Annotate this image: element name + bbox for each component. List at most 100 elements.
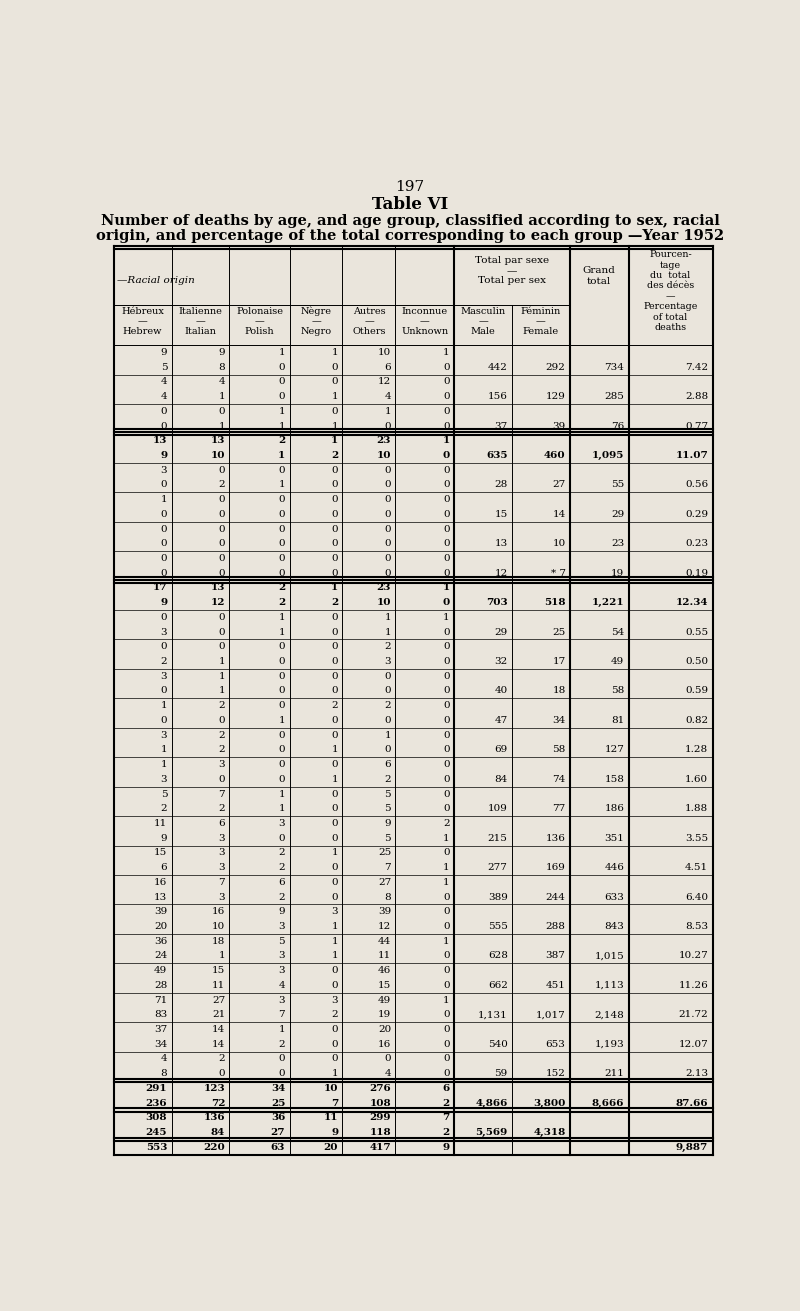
Text: 2: 2 [331, 451, 338, 460]
Text: 0: 0 [218, 510, 225, 519]
Text: 0: 0 [331, 981, 338, 990]
Text: 0: 0 [385, 716, 391, 725]
Text: 11: 11 [378, 952, 391, 961]
Text: 0: 0 [443, 966, 450, 975]
Text: 1.28: 1.28 [685, 746, 708, 754]
Text: 9: 9 [442, 1143, 450, 1152]
Text: 14: 14 [552, 510, 566, 519]
Text: —: — [420, 317, 430, 326]
Text: 3: 3 [331, 995, 338, 1004]
Text: 12.34: 12.34 [676, 598, 708, 607]
Text: 1,193: 1,193 [594, 1040, 624, 1049]
Text: 9: 9 [160, 598, 167, 607]
Text: 18: 18 [212, 937, 225, 945]
Text: 9,887: 9,887 [676, 1143, 708, 1152]
Text: 0.19: 0.19 [685, 569, 708, 578]
Text: 0: 0 [218, 524, 225, 534]
Text: 635: 635 [486, 451, 508, 460]
Text: 13: 13 [494, 539, 508, 548]
Text: 12.07: 12.07 [678, 1040, 708, 1049]
Text: Total par sexe: Total par sexe [475, 256, 549, 265]
Text: 291: 291 [146, 1084, 167, 1093]
Text: 2: 2 [331, 1011, 338, 1020]
Text: 1: 1 [331, 952, 338, 961]
Text: 2.13: 2.13 [685, 1070, 708, 1078]
Text: Polonaise: Polonaise [236, 307, 283, 316]
Text: 633: 633 [604, 893, 624, 902]
Text: 13: 13 [210, 437, 225, 446]
Text: 58: 58 [611, 687, 624, 696]
Text: * 7: * 7 [550, 569, 566, 578]
Text: 0: 0 [218, 465, 225, 475]
Text: 0: 0 [278, 1054, 285, 1063]
Text: 4: 4 [385, 1070, 391, 1078]
Text: 662: 662 [488, 981, 508, 990]
Text: 0: 0 [443, 701, 450, 711]
Text: Male: Male [470, 326, 495, 336]
Text: 23: 23 [377, 437, 391, 446]
Text: 19: 19 [611, 569, 624, 578]
Text: 40: 40 [494, 687, 508, 696]
Text: 288: 288 [546, 922, 566, 931]
Text: 2,148: 2,148 [594, 1011, 624, 1020]
Text: 5: 5 [385, 789, 391, 798]
Text: 0: 0 [385, 465, 391, 475]
Text: 0: 0 [443, 760, 450, 770]
Text: 7: 7 [218, 878, 225, 886]
Text: 0: 0 [385, 496, 391, 505]
Text: 63: 63 [270, 1143, 285, 1152]
Text: 0: 0 [443, 804, 450, 813]
Text: 0: 0 [443, 1011, 450, 1020]
Text: 0: 0 [331, 569, 338, 578]
Text: 4: 4 [161, 378, 167, 387]
Text: 0: 0 [331, 465, 338, 475]
Text: 28: 28 [494, 480, 508, 489]
Text: 1: 1 [331, 775, 338, 784]
Text: —: — [536, 317, 546, 326]
Text: 0: 0 [331, 730, 338, 739]
Text: 0: 0 [161, 569, 167, 578]
Text: 1,017: 1,017 [536, 1011, 566, 1020]
Text: 11.26: 11.26 [678, 981, 708, 990]
Text: 3: 3 [385, 657, 391, 666]
Text: 417: 417 [370, 1143, 391, 1152]
Text: 21: 21 [212, 1011, 225, 1020]
Text: 4.51: 4.51 [685, 863, 708, 872]
Text: 0: 0 [331, 1025, 338, 1034]
Text: 6: 6 [385, 363, 391, 371]
Text: 21.72: 21.72 [678, 1011, 708, 1020]
Text: 1: 1 [385, 406, 391, 416]
Text: 0: 0 [218, 539, 225, 548]
Text: 1: 1 [443, 834, 450, 843]
Text: 0: 0 [331, 510, 338, 519]
Text: 0: 0 [443, 789, 450, 798]
Text: 2: 2 [161, 657, 167, 666]
Text: 11.07: 11.07 [675, 451, 708, 460]
Text: 16: 16 [378, 1040, 391, 1049]
Text: 3: 3 [278, 966, 285, 975]
Text: 6: 6 [161, 863, 167, 872]
Text: 0: 0 [385, 539, 391, 548]
Text: 0: 0 [443, 952, 450, 961]
Text: 2: 2 [442, 1127, 450, 1137]
Text: —: — [138, 317, 147, 326]
Text: 4,866: 4,866 [475, 1099, 508, 1108]
Text: 1: 1 [161, 496, 167, 505]
Text: 5: 5 [278, 937, 285, 945]
Text: 1: 1 [278, 628, 285, 637]
Text: 10.27: 10.27 [678, 952, 708, 961]
Text: 215: 215 [488, 834, 508, 843]
Text: 2: 2 [443, 819, 450, 829]
Text: 0: 0 [443, 569, 450, 578]
Text: 7: 7 [278, 1011, 285, 1020]
Text: 0: 0 [331, 378, 338, 387]
Text: 292: 292 [546, 363, 566, 371]
Text: 1: 1 [218, 392, 225, 401]
Text: 0: 0 [443, 981, 450, 990]
Text: 55: 55 [611, 480, 624, 489]
Text: 3: 3 [218, 834, 225, 843]
Text: 39: 39 [154, 907, 167, 916]
Text: 0: 0 [443, 730, 450, 739]
Text: Others: Others [352, 326, 386, 336]
Text: 0: 0 [161, 642, 167, 652]
